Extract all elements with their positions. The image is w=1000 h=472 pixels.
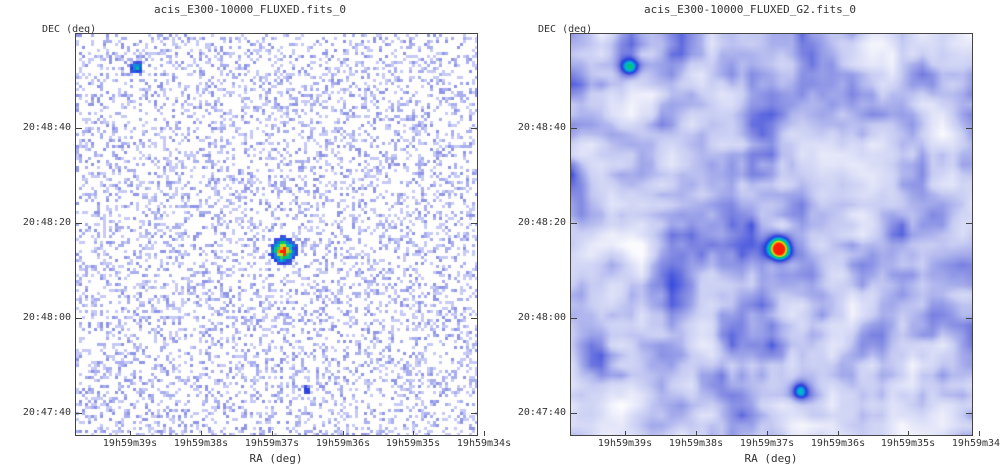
x-tick-mark — [484, 431, 485, 436]
y-tick-mark — [571, 318, 577, 319]
y-tick-mark — [966, 128, 972, 129]
x-tick-label: 19h59m35s — [880, 438, 936, 449]
x-tick-mark — [625, 431, 626, 436]
y-tick-mark — [76, 318, 82, 319]
heatmap-canvas[interactable] — [571, 34, 972, 435]
y-tick-mark — [966, 223, 972, 224]
x-tick-label: 19h59m34s — [951, 438, 1000, 449]
x-tick-mark — [696, 431, 697, 436]
x-tick-mark — [413, 431, 414, 436]
y-tick-label: 20:48:20 — [517, 217, 566, 228]
x-tick-label: 19h59m36s — [315, 438, 371, 449]
y-tick-mark — [471, 318, 477, 319]
plot-area[interactable] — [75, 33, 478, 436]
x-tick-mark — [838, 431, 839, 436]
left-image-panel: acis_E300-10000_FLUXED.fits_0 DEC (deg) … — [22, 3, 511, 465]
x-tick-label: 19h59m38s — [173, 438, 229, 449]
y-tick-mark — [76, 223, 82, 224]
x-tick-mark — [343, 431, 344, 436]
x-tick-mark — [979, 431, 980, 436]
y-tick-mark — [571, 223, 577, 224]
x-tick-mark — [767, 431, 768, 436]
x-tick-mark — [130, 431, 131, 436]
x-tick-label: 19h59m35s — [385, 438, 441, 449]
x-tick-label: 19h59m36s — [810, 438, 866, 449]
panel-title: acis_E300-10000_FLUXED_G2.fits_0 — [644, 3, 856, 16]
x-axis-label: RA (deg) — [249, 452, 303, 465]
heatmap-canvas[interactable] — [76, 34, 477, 435]
y-tick-mark — [471, 413, 477, 414]
right-image-panel: acis_E300-10000_FLUXED_G2.fits_0 DEC (de… — [500, 0, 1000, 472]
y-tick-mark — [571, 128, 577, 129]
y-tick-mark — [966, 318, 972, 319]
y-tick-mark — [471, 128, 477, 129]
y-tick-label: 20:48:40 — [22, 122, 71, 133]
y-tick-mark — [471, 223, 477, 224]
y-tick-label: 20:48:20 — [22, 217, 71, 228]
y-tick-mark — [966, 413, 972, 414]
x-axis-label: RA (deg) — [744, 452, 798, 465]
y-tick-label: 20:48:40 — [517, 122, 566, 133]
x-tick-mark — [201, 431, 202, 436]
x-tick-label: 19h59m39s — [102, 438, 158, 449]
y-tick-label: 20:47:40 — [517, 407, 566, 418]
y-tick-label: 20:48:00 — [517, 312, 566, 323]
x-tick-mark — [272, 431, 273, 436]
panel-title: acis_E300-10000_FLUXED.fits_0 — [153, 3, 347, 16]
x-tick-label: 19h59m37s — [739, 438, 795, 449]
y-tick-mark — [76, 413, 82, 414]
x-tick-label: 19h59m37s — [244, 438, 300, 449]
y-tick-mark — [76, 128, 82, 129]
x-tick-label: 19h59m38s — [668, 438, 724, 449]
y-tick-label: 20:48:00 — [22, 312, 71, 323]
y-tick-mark — [571, 413, 577, 414]
x-tick-label: 19h59m39s — [597, 438, 653, 449]
x-tick-mark — [908, 431, 909, 436]
y-axis-label: DEC (deg) — [538, 24, 593, 35]
y-axis-label: DEC (deg) — [42, 24, 97, 35]
plot-area[interactable] — [570, 33, 973, 436]
x-tick-label: 19h59m34s — [456, 438, 512, 449]
y-tick-label: 20:47:40 — [22, 407, 71, 418]
